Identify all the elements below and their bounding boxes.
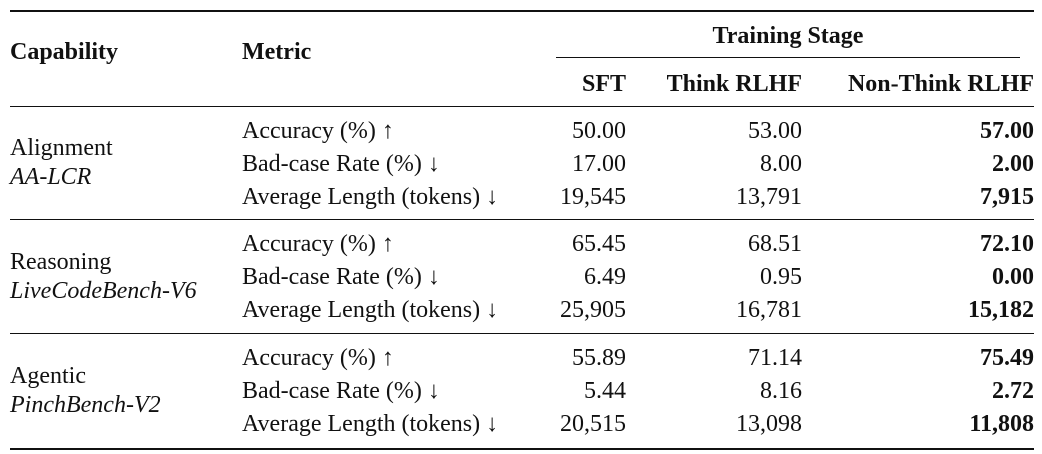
header-training-stage: Training Stage	[712, 23, 864, 49]
non-think-rlhf-value: 7,915	[980, 184, 1034, 210]
non-think-rlhf-value: 75.49	[980, 345, 1034, 371]
non-think-rlhf-value: 15,182	[968, 297, 1034, 323]
sft-value: 19,545	[560, 184, 626, 210]
benchmark-label: LiveCodeBench-V6	[10, 278, 197, 304]
header-non-think-rlhf: Non-Think RLHF	[847, 71, 1034, 97]
metric-accuracy: Accuracy (%) ↑	[242, 231, 394, 257]
think-rlhf-value: 53.00	[748, 118, 802, 144]
think-rlhf-value: 13,791	[736, 184, 802, 210]
sft-value: 50.00	[572, 118, 626, 144]
bottom-rule	[10, 448, 1034, 450]
metric-badcase: Bad-case Rate (%) ↓	[242, 378, 440, 404]
capability-label: Alignment	[10, 135, 113, 161]
sft-value: 65.45	[572, 231, 626, 257]
sft-value: 6.49	[584, 264, 626, 290]
non-think-rlhf-value: 11,808	[969, 411, 1034, 437]
training-stage-underline	[556, 57, 1020, 58]
metric-badcase: Bad-case Rate (%) ↓	[242, 151, 440, 177]
non-think-rlhf-value: 57.00	[980, 118, 1034, 144]
think-rlhf-value: 16,781	[736, 297, 802, 323]
non-think-rlhf-value: 2.00	[992, 151, 1034, 177]
benchmark-label: AA-LCR	[10, 164, 92, 190]
sft-value: 17.00	[572, 151, 626, 177]
header-sft: SFT	[581, 71, 626, 97]
sft-value: 25,905	[560, 297, 626, 323]
think-rlhf-value: 8.00	[760, 151, 802, 177]
think-rlhf-value: 13,098	[736, 411, 802, 437]
think-rlhf-value: 0.95	[760, 264, 802, 290]
metric-average-length: Average Length (tokens) ↓	[242, 184, 499, 210]
metric-average-length: Average Length (tokens) ↓	[242, 297, 499, 323]
sft-value: 5.44	[584, 378, 626, 404]
header-capability: Capability	[10, 39, 119, 65]
metric-accuracy: Accuracy (%) ↑	[242, 345, 394, 371]
non-think-rlhf-value: 0.00	[992, 264, 1034, 290]
capability-label: Reasoning	[10, 249, 112, 275]
metric-accuracy: Accuracy (%) ↑	[242, 118, 394, 144]
think-rlhf-value: 71.14	[748, 345, 802, 371]
header-think-rlhf: Think RLHF	[666, 71, 802, 97]
sft-value: 20,515	[560, 411, 626, 437]
non-think-rlhf-value: 2.72	[992, 378, 1034, 404]
sft-value: 55.89	[572, 345, 626, 371]
non-think-rlhf-value: 72.10	[980, 231, 1034, 257]
metric-average-length: Average Length (tokens) ↓	[242, 411, 499, 437]
header-metric: Metric	[242, 39, 312, 65]
think-rlhf-value: 68.51	[748, 231, 802, 257]
header-rule	[10, 106, 1034, 107]
top-rule	[10, 10, 1034, 12]
capability-label: Agentic	[10, 363, 86, 389]
think-rlhf-value: 8.16	[760, 378, 802, 404]
group-rule-2	[10, 333, 1034, 334]
group-rule-1	[10, 219, 1034, 220]
metric-badcase: Bad-case Rate (%) ↓	[242, 264, 440, 290]
benchmark-label: PinchBench-V2	[10, 392, 161, 418]
